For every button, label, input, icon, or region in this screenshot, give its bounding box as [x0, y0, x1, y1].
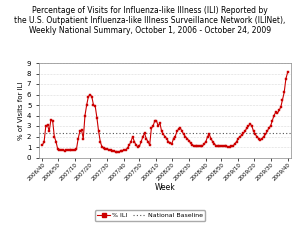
X-axis label: Week: Week [154, 183, 176, 192]
Text: Percentage of Visits for Influenza-like Illness (ILI) Reported by
the U.S. Outpa: Percentage of Visits for Influenza-like … [14, 6, 286, 35]
% ILI [42, 140, 46, 143]
Legend: % ILI, National Baseline: % ILI, National Baseline [95, 210, 205, 221]
% ILI [184, 135, 187, 138]
National Baseline [42, 131, 46, 134]
% ILI [235, 140, 238, 143]
Line: % ILI: % ILI [41, 71, 289, 153]
% ILI [271, 119, 274, 122]
% ILI [286, 71, 290, 74]
% ILI [40, 144, 44, 146]
National Baseline [40, 131, 44, 134]
Y-axis label: % of Visits for ILI: % of Visits for ILI [18, 81, 24, 140]
% ILI [114, 150, 117, 153]
% ILI [228, 146, 232, 148]
% ILI [52, 135, 56, 138]
